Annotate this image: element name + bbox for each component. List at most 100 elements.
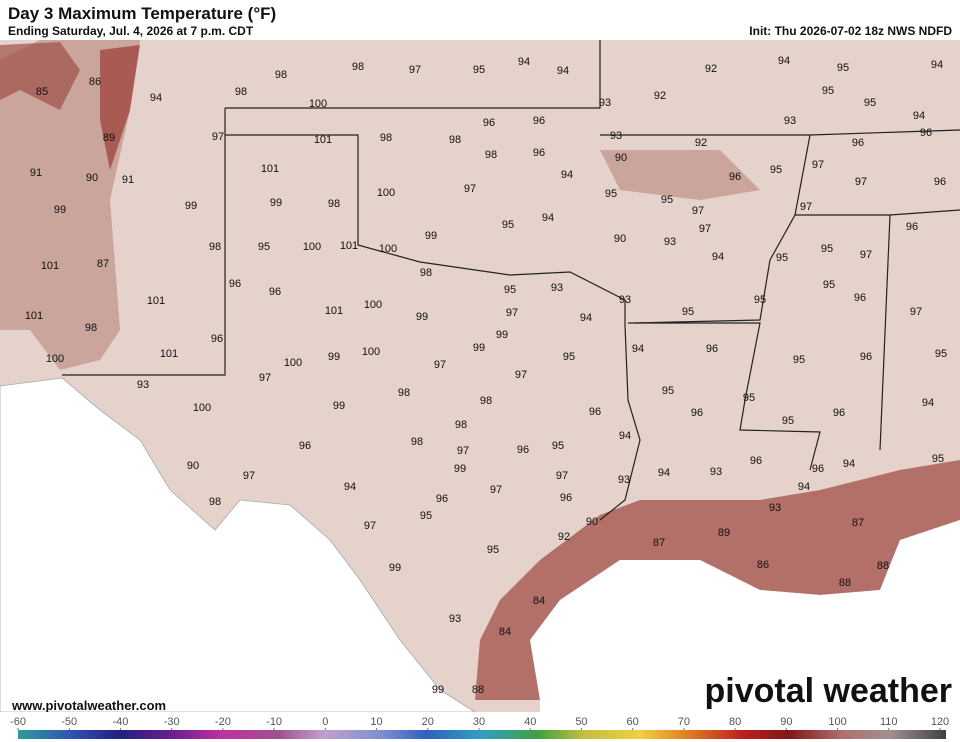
temp-label: 90	[586, 516, 598, 528]
temp-label: 96	[483, 117, 495, 129]
temp-label: 96	[920, 127, 932, 139]
temp-label: 94	[344, 481, 356, 493]
temp-label: 96	[750, 455, 762, 467]
temp-label: 94	[518, 56, 530, 68]
temp-label: 94	[922, 397, 934, 409]
temp-label: 97	[556, 470, 568, 482]
temp-label: 96	[812, 463, 824, 475]
title: Day 3 Maximum Temperature (°F)	[8, 4, 276, 23]
temp-label: 96	[934, 176, 946, 188]
temp-label: 94	[557, 65, 569, 77]
temp-label: 97	[812, 159, 824, 171]
temp-label: 99	[425, 230, 437, 242]
temp-label: 101	[160, 348, 178, 360]
temp-label: 96	[729, 171, 741, 183]
init-time: Init: Thu 2026-07-02 18z NWS NDFD	[749, 24, 952, 38]
temp-label: 94	[542, 212, 554, 224]
temp-label: 94	[931, 59, 943, 71]
temp-label: 98	[85, 322, 97, 334]
colorbar-tick-label: -20	[215, 716, 231, 728]
colorbar-tick-label: 120	[931, 716, 949, 728]
temp-label: 96	[706, 343, 718, 355]
colorbar-tick-label: -60	[10, 716, 26, 728]
temp-label: 94	[150, 92, 162, 104]
temp-label: 97	[515, 369, 527, 381]
temp-label: 98	[209, 496, 221, 508]
temp-label: 99	[270, 197, 282, 209]
temp-label: 95	[935, 348, 947, 360]
temp-label: 97	[490, 484, 502, 496]
temp-label: 93	[769, 502, 781, 514]
colorbar-ticks: -60 -50 -40 -30 -20 -10 0 10 20 30 40 50 60 70 80 90 100…	[10, 716, 949, 730]
temp-label: 94	[843, 458, 855, 470]
header-bg	[0, 0, 960, 40]
colorbar-tick-label: -50	[61, 716, 77, 728]
temp-label: 98	[455, 419, 467, 431]
colorbar-tick-label: -10	[266, 716, 282, 728]
temp-label: 98	[380, 132, 392, 144]
temp-label: 95	[770, 164, 782, 176]
temp-label: 93	[618, 474, 630, 486]
temp-label: 94	[712, 251, 724, 263]
temp-label: 89	[718, 527, 730, 539]
temp-label: 95	[487, 544, 499, 556]
temp-label: 101	[340, 240, 358, 252]
colorbar-tick-label: -30	[164, 716, 180, 728]
temp-label: 100	[309, 98, 327, 110]
temp-label: 101	[25, 310, 43, 322]
temp-label: 96	[833, 407, 845, 419]
terrain	[100, 45, 140, 170]
colorbar-tick-label: 10	[370, 716, 382, 728]
temp-label: 96	[436, 493, 448, 505]
temp-label: 95	[661, 194, 673, 206]
temp-label: 96	[852, 137, 864, 149]
temp-label: 93	[551, 282, 563, 294]
temp-label: 95	[504, 284, 516, 296]
temp-label: 96	[560, 492, 572, 504]
temp-label: 95	[743, 392, 755, 404]
temp-label: 95	[822, 85, 834, 97]
colorbar-tick-label: 110	[880, 716, 898, 728]
logo: pivotal weather	[704, 672, 952, 710]
colorbar-tick-label: 70	[678, 716, 690, 728]
temp-label: 98	[485, 149, 497, 161]
temp-label: 99	[432, 684, 444, 696]
temp-label: 91	[30, 167, 42, 179]
temp-label: 97	[464, 183, 476, 195]
temp-label: 87	[852, 517, 864, 529]
temp-label: 88	[839, 577, 851, 589]
temp-label: 93	[610, 130, 622, 142]
temp-label: 93	[137, 379, 149, 391]
temp-label: 99	[416, 311, 428, 323]
temp-label: 99	[185, 200, 197, 212]
terrain	[0, 42, 80, 110]
temp-label: 96	[229, 278, 241, 290]
temp-label: 97	[457, 445, 469, 457]
colorbar-tick-label: -40	[112, 716, 128, 728]
colorbar-tick-label: 30	[473, 716, 485, 728]
temp-label: 98	[480, 395, 492, 407]
temp-label: 99	[328, 351, 340, 363]
colorbar-tick-label: 50	[575, 716, 587, 728]
temp-label: 93	[619, 294, 631, 306]
temp-label: 95	[782, 415, 794, 427]
temp-label: 97	[364, 520, 376, 532]
temp-label: 96	[854, 292, 866, 304]
temp-label: 97	[212, 131, 224, 143]
subtitle: Ending Saturday, Jul. 4, 2026 at 7 p.m. …	[8, 24, 254, 38]
temp-label: 100	[46, 353, 64, 365]
temp-label: 96	[299, 440, 311, 452]
temp-label: 95	[776, 252, 788, 264]
temp-label: 99	[473, 342, 485, 354]
temp-label: 94	[619, 430, 631, 442]
temp-label: 95	[932, 453, 944, 465]
temp-label: 94	[913, 110, 925, 122]
temp-label: 97	[434, 359, 446, 371]
colorbar-tick-label: 60	[627, 716, 639, 728]
temp-label: 99	[333, 400, 345, 412]
temp-label: 95	[754, 294, 766, 306]
colorbar-tick-label: 100	[828, 716, 846, 728]
mexico	[0, 377, 477, 713]
temp-label: 95	[793, 354, 805, 366]
temp-label: 95	[420, 510, 432, 522]
